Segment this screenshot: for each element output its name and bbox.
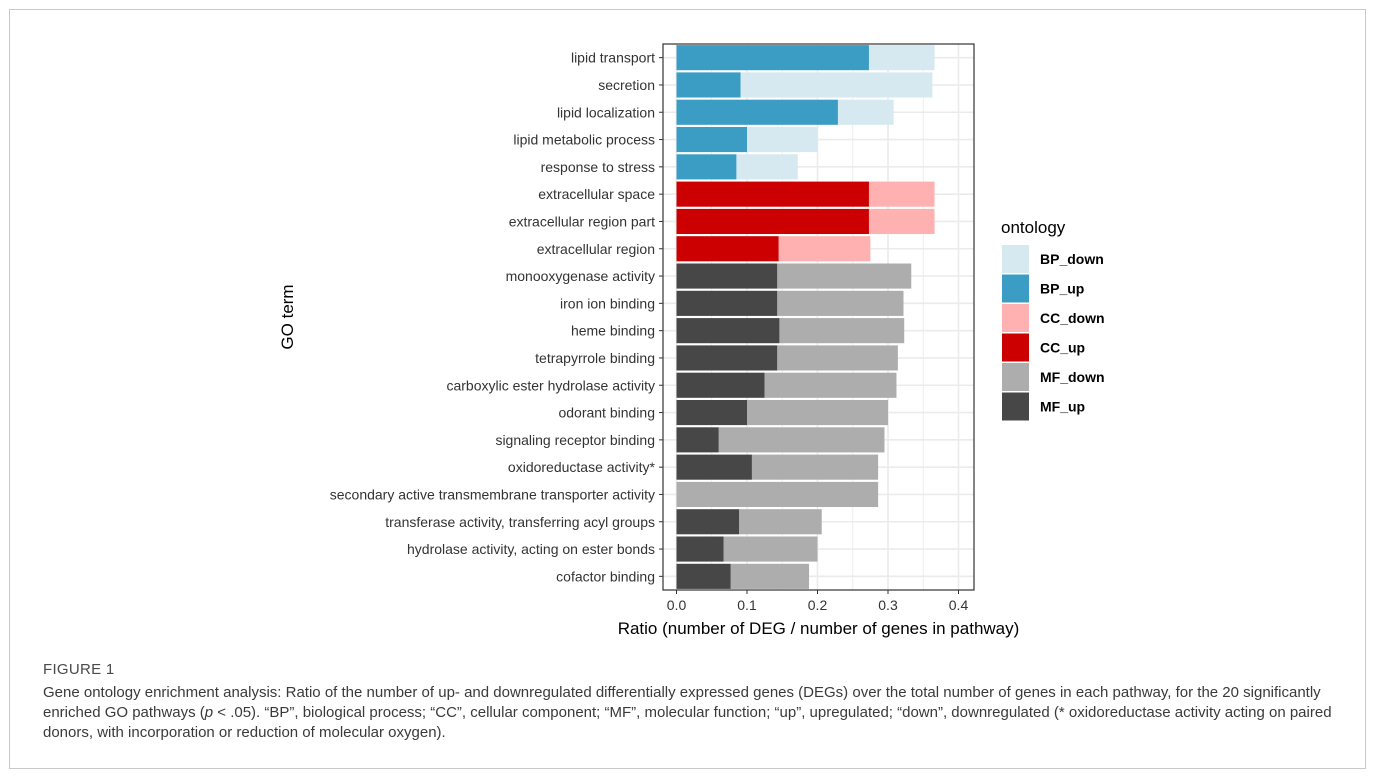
- y-tick-label: carboxylic ester hydrolase activity: [446, 377, 655, 393]
- y-tick-label: iron ion binding: [560, 295, 655, 311]
- y-tick-label: hydrolase activity, acting on ester bond…: [407, 541, 655, 557]
- bar-mf-down: [739, 509, 822, 535]
- bar-mf-up: [676, 454, 752, 480]
- y-tick-label: oxidoreductase activity*: [508, 459, 656, 475]
- legend-title: ontology: [1001, 218, 1066, 237]
- y-tick-label: monooxygenase activity: [506, 268, 655, 284]
- legend-label: BP_down: [1040, 251, 1104, 267]
- bar-mf-up: [676, 509, 740, 535]
- bar-mf-down: [777, 263, 912, 289]
- bar-bp-down: [747, 126, 818, 153]
- x-tick-label: 0.1: [737, 597, 757, 613]
- legend-swatch-mf-up: [1002, 392, 1029, 421]
- stacked-bar-chart: lipid transport secretion lipid localizati…: [278, 43, 1105, 638]
- y-tick-label: cofactor binding: [556, 568, 655, 584]
- plot-border: [662, 43, 975, 591]
- x-axis-title: Ratio (number of DEG / number of genes i…: [618, 619, 1020, 638]
- bar-bp-up: [676, 154, 737, 180]
- figure-label: FIGURE 1: [43, 661, 115, 678]
- y-tick-label: extracellular region: [537, 241, 655, 257]
- y-tick-label: odorant binding: [558, 405, 655, 421]
- bar-bp-up: [676, 45, 869, 71]
- bar-bp-down: [868, 45, 935, 71]
- y-tick-label: lipid localization: [557, 104, 655, 120]
- bar-mf-down: [676, 481, 879, 508]
- y-tick-label: secondary active transmembrane transport…: [330, 486, 655, 502]
- bar-cc-up: [676, 236, 779, 262]
- bar-mf-up: [676, 427, 719, 453]
- legend-swatch-bp-down: [1002, 245, 1029, 273]
- bar-mf-up: [676, 563, 731, 589]
- bar-cc-up: [676, 181, 869, 207]
- y-tick-label: secretion: [598, 77, 655, 93]
- caption-text-part-1: Gene ontology enrichment analysis: Ratio…: [43, 684, 1321, 721]
- plot-panel: [663, 44, 974, 590]
- x-tick-label: 0.2: [808, 597, 828, 613]
- legend-label: BP_up: [1040, 281, 1084, 297]
- x-tick-label: 0.0: [667, 597, 687, 613]
- y-tick-label: heme binding: [571, 323, 655, 339]
- bar-bp-up: [676, 99, 838, 125]
- y-tick-label: transferase activity, transferring acyl …: [385, 514, 655, 530]
- bar-cc-down: [778, 236, 871, 262]
- bar-mf-down: [777, 290, 904, 316]
- bar-mf-up: [676, 345, 778, 371]
- legend-label: MF_down: [1040, 369, 1105, 385]
- bar-bp-down: [740, 72, 933, 98]
- x-tick-label: 0.3: [878, 597, 898, 613]
- figure-caption: FIGURE 1 Gene ontology enrichment analys…: [43, 661, 1333, 743]
- caption-p-symbol: p: [204, 704, 214, 721]
- bar-mf-down: [779, 318, 905, 344]
- bar-bp-down: [736, 154, 798, 180]
- bar-mf-down: [718, 427, 885, 453]
- bar-bp-up: [676, 72, 741, 98]
- y-tick-label: lipid transport: [571, 50, 655, 66]
- legend-label: CC_up: [1040, 340, 1085, 356]
- bar-mf-down: [730, 563, 810, 589]
- y-tick-label: signaling receptor binding: [495, 432, 655, 448]
- y-axis-title: GO term: [278, 284, 297, 349]
- y-tick-label: lipid metabolic process: [513, 132, 655, 148]
- bar-mf-up: [676, 536, 724, 562]
- bar-mf-up: [676, 399, 747, 426]
- bar-mf-up: [676, 290, 778, 316]
- bar-cc-up: [676, 208, 869, 235]
- bar-mf-down: [764, 372, 897, 398]
- legend-label: MF_up: [1040, 399, 1085, 415]
- legend-label: CC_down: [1040, 310, 1105, 326]
- bar-bp-down: [837, 99, 894, 125]
- bar-cc-down: [868, 181, 935, 207]
- bar-mf-up: [676, 318, 780, 344]
- bar-bp-up: [676, 126, 747, 153]
- bar-mf-down: [751, 454, 879, 480]
- legend-swatch-cc-up: [1002, 333, 1029, 362]
- legend-swatch-cc-down: [1002, 304, 1029, 332]
- bar-mf-down: [723, 536, 818, 562]
- bar-mf-down: [777, 345, 898, 371]
- bar-cc-down: [868, 208, 935, 235]
- bar-mf-up: [676, 372, 765, 398]
- caption-text-part-2: < .05). “BP”, biological process; “CC”, …: [43, 704, 1332, 741]
- legend-swatch-bp-up: [1002, 274, 1029, 303]
- y-tick-label: extracellular space: [538, 186, 655, 202]
- legend-swatch-mf-down: [1002, 363, 1029, 391]
- bar-mf-up: [676, 263, 778, 289]
- y-tick-label: extracellular region part: [509, 213, 655, 229]
- y-tick-label: tetrapyrrole binding: [535, 350, 655, 366]
- y-tick-label: response to stress: [541, 159, 655, 175]
- figure-caption-text: Gene ontology enrichment analysis: Ratio…: [43, 683, 1333, 743]
- x-tick-label: 0.4: [949, 597, 969, 613]
- bar-mf-down: [747, 399, 888, 426]
